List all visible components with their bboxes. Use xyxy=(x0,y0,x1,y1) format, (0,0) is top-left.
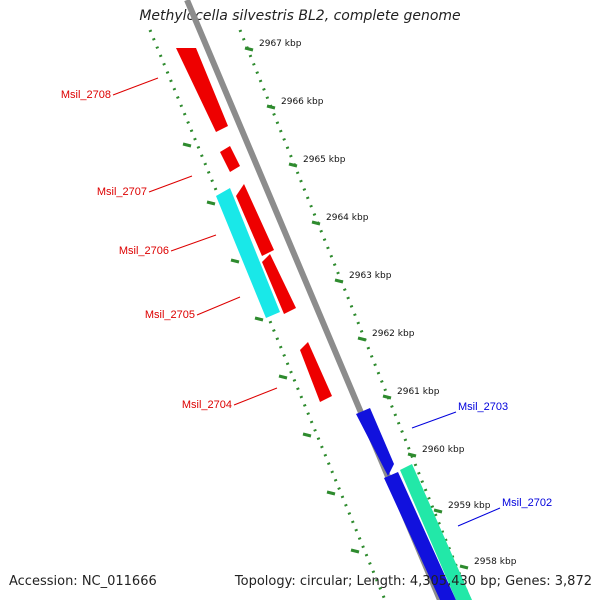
kbp-tick-label: 2963 kbp xyxy=(349,271,392,281)
gene-label-msil-2703[interactable]: Msil_2703 xyxy=(458,401,508,413)
gene-msil-2703-arrow[interactable] xyxy=(356,408,394,476)
inner-dotted-ruler xyxy=(238,29,472,600)
gene-label-leader-line xyxy=(457,507,501,527)
gene-label-leader-line xyxy=(233,387,278,406)
gene-label-leader-line xyxy=(411,411,457,429)
outer-dotted-ruler xyxy=(148,29,387,600)
gene-msil-2702b-arrow[interactable] xyxy=(400,464,472,600)
gene-name-labels: Msil_2708 Msil_2707 Msil_2706 Msil_2705 Msil… xyxy=(61,77,552,527)
gene-label-leader-line xyxy=(170,234,217,252)
kbp-tick-label: 2966 kbp xyxy=(281,97,324,107)
kbp-major-tick xyxy=(433,508,443,514)
kbp-major-tick xyxy=(407,452,417,458)
kbp-tick-label: 2962 kbp xyxy=(372,329,415,339)
kbp-major-tick xyxy=(244,46,254,52)
kbp-tick-label: 2959 kbp xyxy=(448,501,491,511)
gene-label-leader-line xyxy=(112,77,159,96)
gene-msil-2708-arrow[interactable] xyxy=(176,48,228,132)
gene-label-msil-2705[interactable]: Msil_2705 xyxy=(145,309,195,321)
kbp-major-tick xyxy=(334,278,344,284)
kbp-tick-label: 2965 kbp xyxy=(303,155,346,165)
gene-msil-2705a-arrow[interactable] xyxy=(236,184,274,256)
kbp-tick-label: 2964 kbp xyxy=(326,213,369,223)
kbp-tick-label: 2967 kbp xyxy=(259,39,302,49)
gene-label-msil-2707[interactable]: Msil_2707 xyxy=(97,186,147,198)
gene-msil-2702a-arrow[interactable] xyxy=(384,472,456,600)
kbp-major-tick xyxy=(357,336,367,342)
gene-label-leader-line xyxy=(196,296,241,316)
kbp-major-tick xyxy=(288,162,298,168)
kbp-tick-label: 2960 kbp xyxy=(422,445,465,455)
outer-ruler-ticks xyxy=(182,142,360,554)
gene-label-msil-2702[interactable]: Msil_2702 xyxy=(502,497,552,509)
genome-title: Methylocella silvestris BL2, complete ge… xyxy=(139,8,461,24)
kbp-major-tick xyxy=(459,564,469,570)
gene-label-msil-2706[interactable]: Msil_2706 xyxy=(119,245,169,257)
gene-label-msil-2708[interactable]: Msil_2708 xyxy=(61,89,111,101)
topology-label: Topology: circular; Length: 4,305,430 bp… xyxy=(234,574,592,589)
gene-msil-2707-arrow[interactable] xyxy=(220,146,240,172)
gene-label-leader-line xyxy=(148,175,193,193)
kbp-major-tick xyxy=(311,220,321,226)
gene-label-msil-2704[interactable]: Msil_2704 xyxy=(182,399,232,411)
kbp-tick-label: 2958 kbp xyxy=(474,557,517,567)
accession-label: Accession: NC_011666 xyxy=(9,574,157,589)
gene-msil-2706-arrow[interactable] xyxy=(216,188,280,318)
gene-msil-2705b-arrow[interactable] xyxy=(262,254,296,314)
gene-msil-2704-arrow[interactable] xyxy=(300,342,332,402)
kbp-tick-labels: 2967 kbp 2966 kbp 2965 kbp 2964 kbp 2963 kbp… xyxy=(244,39,517,570)
kbp-major-tick xyxy=(266,104,276,110)
kbp-tick-label: 2961 kbp xyxy=(397,387,440,397)
kbp-major-tick xyxy=(382,394,392,400)
